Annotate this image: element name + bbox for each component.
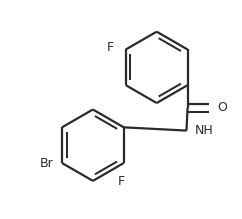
Text: NH: NH <box>195 124 214 137</box>
Text: Br: Br <box>40 157 53 170</box>
Text: O: O <box>217 101 227 114</box>
Text: F: F <box>107 41 114 54</box>
Text: F: F <box>118 175 125 188</box>
